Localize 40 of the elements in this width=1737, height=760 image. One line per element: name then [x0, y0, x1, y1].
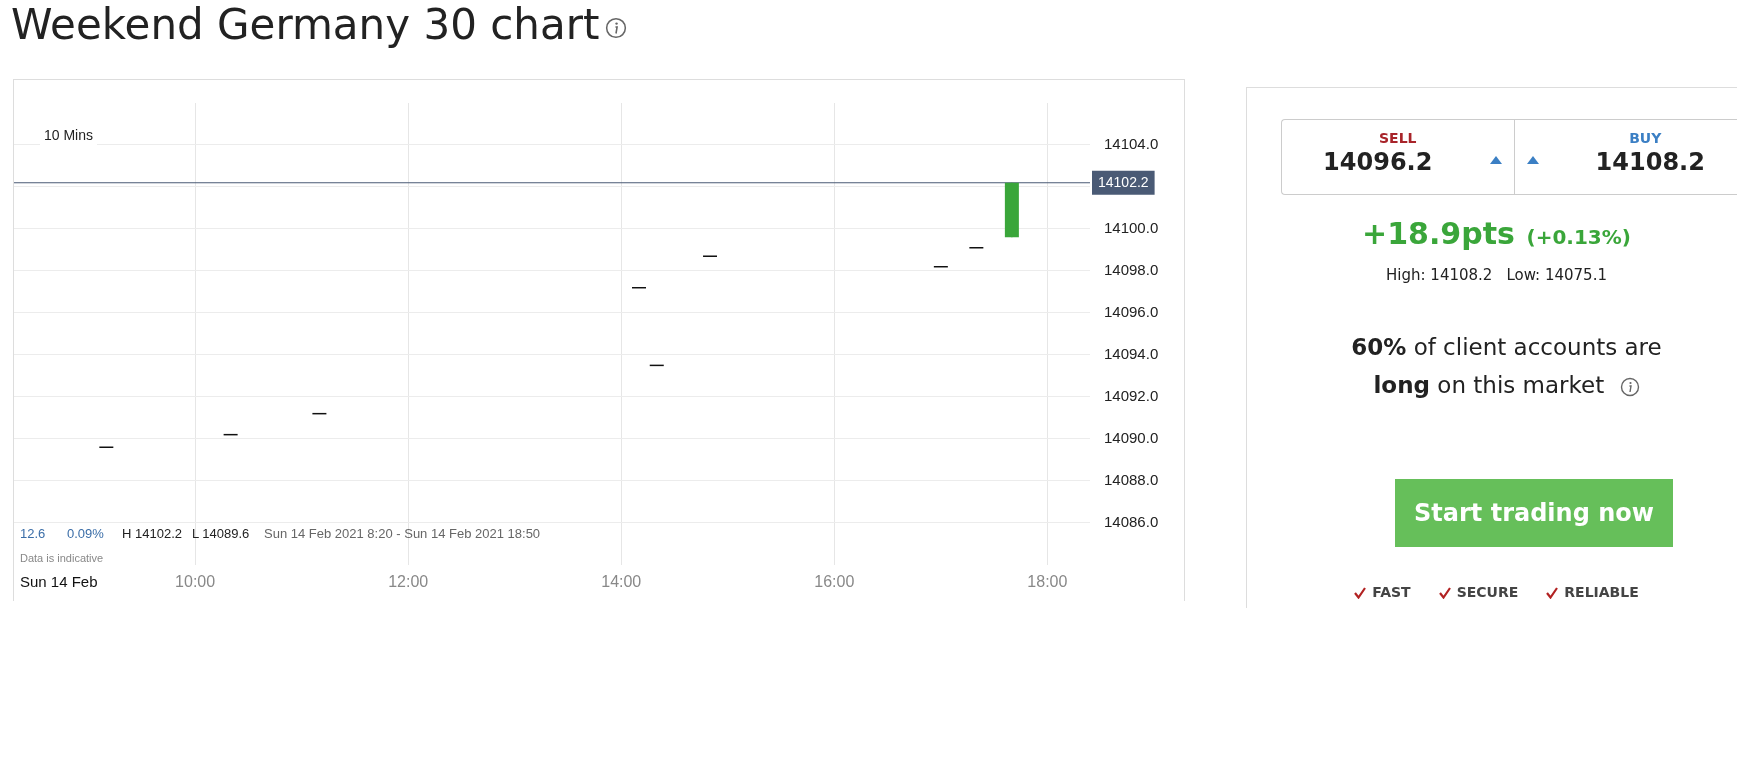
text: RELIABLE — [1564, 584, 1639, 600]
x-tick-label: 18:00 — [1027, 572, 1068, 590]
text: +18.9pts — [1362, 216, 1515, 251]
text: 60% — [1351, 334, 1407, 360]
text: of client accounts are — [1413, 334, 1662, 360]
y-tick-label: 14104.0 — [1104, 135, 1159, 153]
x-tick-label: 16:00 — [814, 572, 855, 590]
ref-line-label: 14102.2 — [1098, 173, 1149, 190]
text: (+0.13%) — [1526, 225, 1631, 249]
text: long — [1373, 372, 1431, 398]
y-tick-label: 14094.0 — [1104, 345, 1159, 363]
text: 14108.2 — [1595, 148, 1705, 176]
annotation: L 14089.6 — [192, 526, 250, 542]
text: Sun 14 Feb — [20, 572, 98, 590]
annotation: 0.09% — [67, 526, 105, 542]
annotation: 10 Mins — [44, 126, 94, 143]
annotation: Sun 14 Feb 2021 8:20 - Sun 14 Feb 2021 18:50 — [264, 526, 541, 542]
x-tick-label: 10:00 — [175, 572, 216, 590]
y-tick-label: 14092.0 — [1104, 387, 1159, 405]
x-tick-label: 14:00 — [601, 572, 642, 590]
annotation: 12.6 — [20, 526, 46, 542]
y-tick-label: 14100.0 — [1104, 219, 1159, 237]
text: 14096.2 — [1323, 148, 1433, 176]
text: High: 14108.2 — [1386, 266, 1493, 284]
text: on this market — [1437, 372, 1605, 398]
annotation: H 14102.2 — [122, 526, 182, 542]
chart-title: Weekend Germany 30 chart — [11, 0, 600, 49]
y-tick-label: 14086.0 — [1104, 512, 1159, 530]
y-tick-label: 14098.0 — [1104, 261, 1159, 279]
x-tick-label: 12:00 — [388, 572, 429, 590]
y-tick-label: 14096.0 — [1104, 303, 1159, 321]
text: SELL — [1379, 130, 1417, 146]
text: Start trading now — [1414, 499, 1654, 527]
text: FAST — [1372, 584, 1411, 600]
text: Low: 14075.1 — [1506, 266, 1607, 284]
text: BUY — [1629, 130, 1662, 146]
text: SECURE — [1456, 584, 1519, 600]
y-tick-label: 14088.0 — [1104, 470, 1159, 488]
y-tick-label: 14090.0 — [1104, 429, 1159, 446]
annotation: Data is indicative — [20, 551, 104, 564]
